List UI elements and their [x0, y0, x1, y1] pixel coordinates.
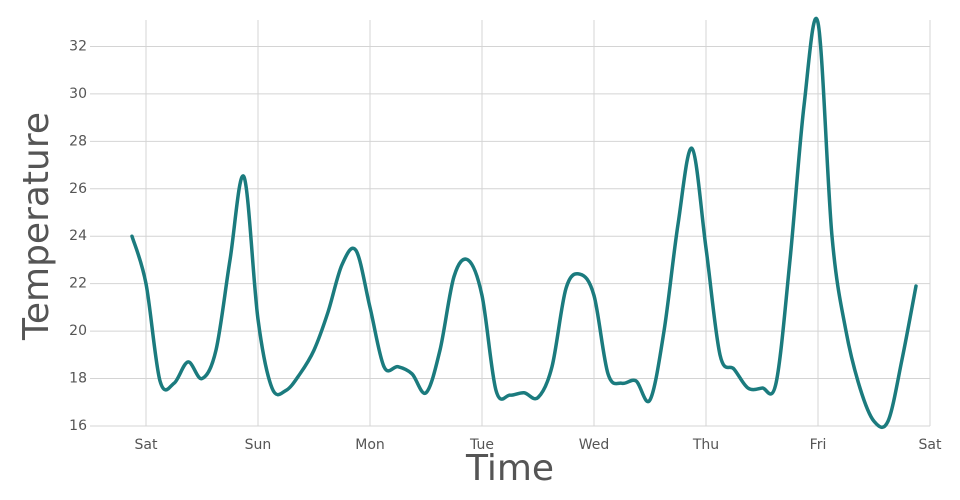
- y-tick-label: 16: [69, 418, 87, 434]
- y-tick-label: 26: [69, 181, 87, 197]
- x-tick-label: Fri: [810, 437, 827, 453]
- x-tick-label: Tue: [469, 437, 494, 453]
- x-tick-label: Thu: [692, 437, 719, 453]
- y-tick-label: 28: [69, 133, 87, 149]
- y-axis-title: Temperature: [16, 112, 57, 341]
- x-axis-title: Time: [465, 448, 554, 489]
- y-tick-label: 24: [69, 228, 87, 244]
- y-tick-label: 22: [69, 276, 87, 292]
- x-tick-label: Sat: [919, 437, 942, 453]
- y-tick-label: 18: [69, 371, 87, 387]
- y-tick-label: 32: [69, 38, 87, 54]
- x-tick-label: Sat: [135, 437, 158, 453]
- x-tick-label: Mon: [355, 437, 385, 453]
- line: [130, 16, 918, 429]
- x-tick-label: Sun: [245, 437, 272, 453]
- y-tick-label: 30: [69, 86, 87, 102]
- y-tick-label: 20: [69, 323, 87, 339]
- x-tick-label: Wed: [579, 437, 610, 453]
